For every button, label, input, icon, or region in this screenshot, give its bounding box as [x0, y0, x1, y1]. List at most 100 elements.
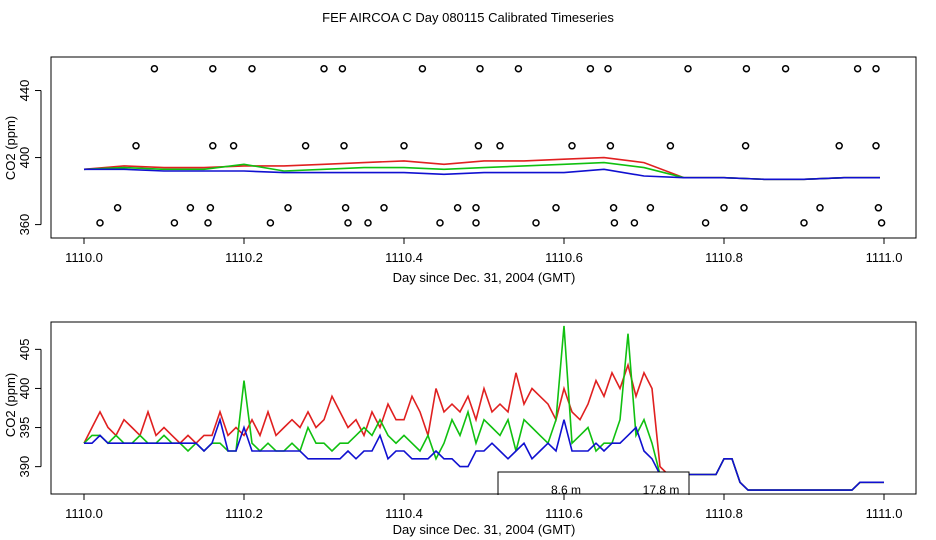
top-marker-circle — [874, 204, 883, 212]
top-marker-circle — [800, 219, 808, 227]
top-marker-circle — [341, 204, 350, 212]
bottom-series-green — [83, 325, 884, 491]
bottom-y-tick-label: 395 — [17, 417, 32, 439]
bottom-x-tick-label: 1110.0 — [65, 506, 103, 521]
top-marker-circle — [610, 219, 619, 227]
inset-label-1: 8.6 m — [551, 483, 581, 497]
top-x-tick-label: 1110.8 — [705, 250, 743, 265]
top-plot-frame — [50, 56, 917, 239]
bottom-y-tick-label: 400 — [17, 378, 32, 400]
top-marker-circle — [204, 219, 212, 227]
top-marker-circle — [338, 64, 347, 73]
top-circles-group — [96, 64, 886, 227]
top-marker-circle — [96, 219, 104, 227]
inset-label-2: 17.8 m — [643, 483, 680, 497]
top-series-group — [83, 156, 880, 181]
bottom-series-blue — [84, 416, 884, 491]
top-marker-circle — [630, 219, 639, 227]
top-marker-circle — [877, 219, 886, 227]
top-marker-circle — [720, 204, 728, 212]
top-marker-circle — [472, 219, 480, 227]
top-series-blue — [84, 168, 880, 181]
top-x-tick-label: 1110.4 — [385, 250, 423, 265]
top-marker-circle — [496, 142, 504, 150]
bottom-x-tick-label: 1111.0 — [866, 506, 903, 521]
top-marker-circle — [418, 64, 427, 73]
top-marker-circle — [209, 64, 217, 73]
top-y-label: CO2 (ppm) — [3, 116, 18, 180]
top-marker-circle — [568, 142, 576, 150]
top-marker-circle — [666, 142, 675, 150]
chart-title: FEF AIRCOA C Day 080115 Calibrated Times… — [322, 10, 614, 25]
top-y-axis: 360 400 440 — [17, 80, 42, 236]
bottom-y-label: CO2 (ppm) — [3, 373, 18, 437]
bottom-x-tick-label: 1110.8 — [705, 506, 743, 521]
top-marker-circle — [532, 219, 540, 227]
top-marker-circle — [604, 64, 612, 73]
bottom-plot-frame — [50, 321, 917, 495]
top-marker-circle — [476, 64, 484, 73]
top-marker-circle — [872, 142, 880, 150]
top-y-tick-label: 360 — [17, 214, 32, 236]
top-marker-circle — [474, 142, 483, 150]
top-marker-circle — [364, 219, 372, 227]
top-marker-circle — [606, 142, 615, 150]
top-marker-circle — [248, 64, 256, 73]
top-marker-circle — [740, 204, 748, 212]
bottom-series-red — [83, 362, 884, 491]
bottom-panel: 8.6 m 17.8 m 1110.0 1110.2 1110.4 1110.6 111… — [3, 321, 930, 537]
top-marker-circle — [436, 219, 444, 227]
bottom-series-group — [83, 325, 884, 491]
top-marker-circle — [701, 219, 710, 227]
top-marker-circle — [209, 142, 217, 150]
bottom-canvas-below — [40, 495, 930, 501]
top-y-tick-label: 440 — [17, 80, 32, 102]
top-marker-circle — [344, 219, 352, 227]
bottom-x-label: Day since Dec. 31, 2004 (GMT) — [393, 522, 576, 537]
top-marker-circle — [132, 142, 140, 150]
bottom-y-axis: 390 395 400 405 — [17, 339, 42, 478]
top-x-tick-label: 1110.0 — [65, 250, 103, 265]
top-marker-circle — [646, 204, 655, 212]
bottom-y-tick-label: 390 — [17, 456, 32, 478]
top-marker-circle — [186, 204, 195, 212]
bottom-x-tick-label: 1110.6 — [545, 506, 583, 521]
top-panel: 1110.0 1110.2 1110.4 1110.6 1110.8 1111.0 360… — [3, 56, 917, 285]
bottom-x-axis: 1110.0 1110.2 1110.4 1110.6 1110.8 1111.0 — [65, 493, 903, 521]
top-marker-circle — [781, 64, 790, 73]
top-marker-circle — [609, 204, 618, 212]
bottom-x-tick-label: 1110.4 — [385, 506, 423, 521]
top-marker-circle — [320, 64, 328, 73]
top-marker-circle — [872, 64, 880, 73]
top-marker-circle — [150, 64, 159, 73]
top-marker-circle — [453, 204, 462, 212]
top-marker-circle — [741, 142, 750, 150]
top-marker-circle — [586, 64, 595, 73]
top-marker-circle — [340, 142, 348, 150]
top-marker-circle — [113, 204, 122, 212]
top-marker-circle — [170, 219, 179, 227]
top-x-axis: 1110.0 1110.2 1110.4 1110.6 1110.8 1111.0 — [65, 237, 903, 265]
top-marker-circle — [380, 204, 388, 212]
top-marker-circle — [514, 64, 523, 73]
top-marker-circle — [552, 204, 560, 212]
top-marker-circle — [835, 142, 843, 150]
top-marker-circle — [266, 219, 275, 227]
top-marker-circle — [229, 142, 238, 150]
top-x-tick-label: 1110.6 — [545, 250, 583, 265]
top-marker-circle — [206, 204, 215, 212]
bottom-y-tick-label: 405 — [17, 339, 32, 361]
top-marker-circle — [742, 64, 751, 73]
top-marker-circle — [284, 204, 292, 212]
top-marker-circle — [301, 142, 310, 150]
top-marker-circle — [684, 64, 692, 73]
top-x-tick-label: 1111.0 — [866, 250, 903, 265]
top-marker-circle — [400, 142, 408, 150]
bottom-x-tick-label: 1110.2 — [225, 506, 263, 521]
top-marker-circle — [853, 64, 862, 73]
top-y-tick-label: 400 — [17, 147, 32, 169]
top-x-label: Day since Dec. 31, 2004 (GMT) — [393, 270, 576, 285]
top-marker-circle — [816, 204, 824, 212]
top-marker-circle — [472, 204, 480, 212]
